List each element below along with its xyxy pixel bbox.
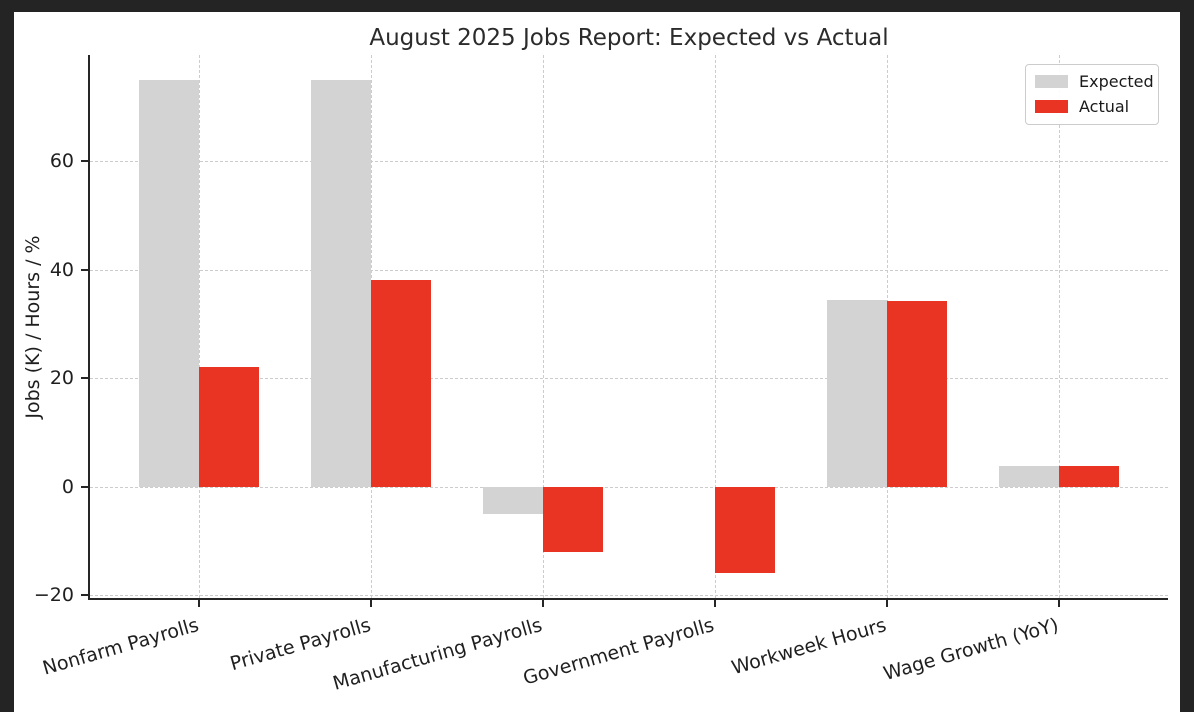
bar-actual-government-payrolls [714,486,776,574]
y-tick-label-40: 40 [49,258,74,281]
bar-expected-nonfarm-payrolls [139,79,200,487]
gridline-x-wage-growth-yoy [1058,55,1060,598]
gridline-x-manufacturing-payrolls [543,55,545,598]
gridline-y-20 [90,595,1168,597]
y-tick-20 [81,594,88,597]
bar-actual-manufacturing-payrolls [543,486,604,552]
gridline-y-60 [90,161,1168,163]
x-tick-manufacturing-payrolls [542,600,545,607]
bar-expected-wage-growth-yoy [998,466,1059,487]
x-tick-wage-growth-yoy [1057,600,1060,607]
y-tick-0 [81,485,88,488]
legend-entry-expected: Expected [1035,72,1154,91]
gridline-y-20 [90,378,1168,380]
legend: Expected Actual [1025,64,1159,125]
x-tick-label-nonfarm-payrolls: Nonfarm Payrolls [40,614,202,680]
y-tick-60 [81,160,88,163]
chart-title: August 2025 Jobs Report: Expected vs Act… [369,25,889,51]
gridline-y-0 [90,486,1168,488]
y-tick-40 [81,268,88,271]
y-tick-label-20: 20 [49,367,74,390]
legend-swatch-expected-icon [1035,75,1068,88]
y-tick-label-0: 0 [61,475,74,498]
x-tick-label-government-payrolls: Government Payrolls [521,614,718,690]
bar-actual-wage-growth-yoy [1058,466,1119,487]
y-tick-20 [81,377,88,380]
x-tick-nonfarm-payrolls [198,600,201,607]
chart-figure: August 2025 Jobs Report: Expected vs Act… [14,12,1180,712]
x-tick-label-wage-growth-yoy: Wage Growth (YoY) [880,614,1061,686]
bar-actual-nonfarm-payrolls [199,367,260,487]
gridline-x-government-payrolls [714,55,716,598]
bar-expected-workweek-hours [826,300,887,487]
gridline-y-40 [90,269,1168,271]
bar-expected-manufacturing-payrolls [482,486,544,514]
bar-actual-private-payrolls [371,280,432,487]
bar-actual-workweek-hours [886,301,948,487]
y-tick-label-20: −20 [33,584,74,607]
x-tick-government-payrolls [713,600,716,607]
x-tick-workweek-hours [885,600,888,607]
bar-expected-private-payrolls [310,79,372,487]
x-tick-label-workweek-hours: Workweek Hours [729,614,889,680]
x-tick-label-private-payrolls: Private Payrolls [227,614,374,676]
legend-label-expected: Expected [1079,72,1154,91]
x-tick-private-payrolls [370,600,373,607]
gridline-x-nonfarm-payrolls [199,55,201,598]
legend-entry-actual: Actual [1035,97,1149,116]
y-tick-label-60: 60 [49,150,74,173]
legend-swatch-actual-icon [1035,100,1068,113]
plot-area: −20 0 20 40 60 Nonfarm Payrolls Private Payrol… [34,55,1168,695]
y-axis-spine [88,55,90,600]
x-axis-spine [88,598,1168,600]
legend-label-actual: Actual [1079,97,1130,116]
